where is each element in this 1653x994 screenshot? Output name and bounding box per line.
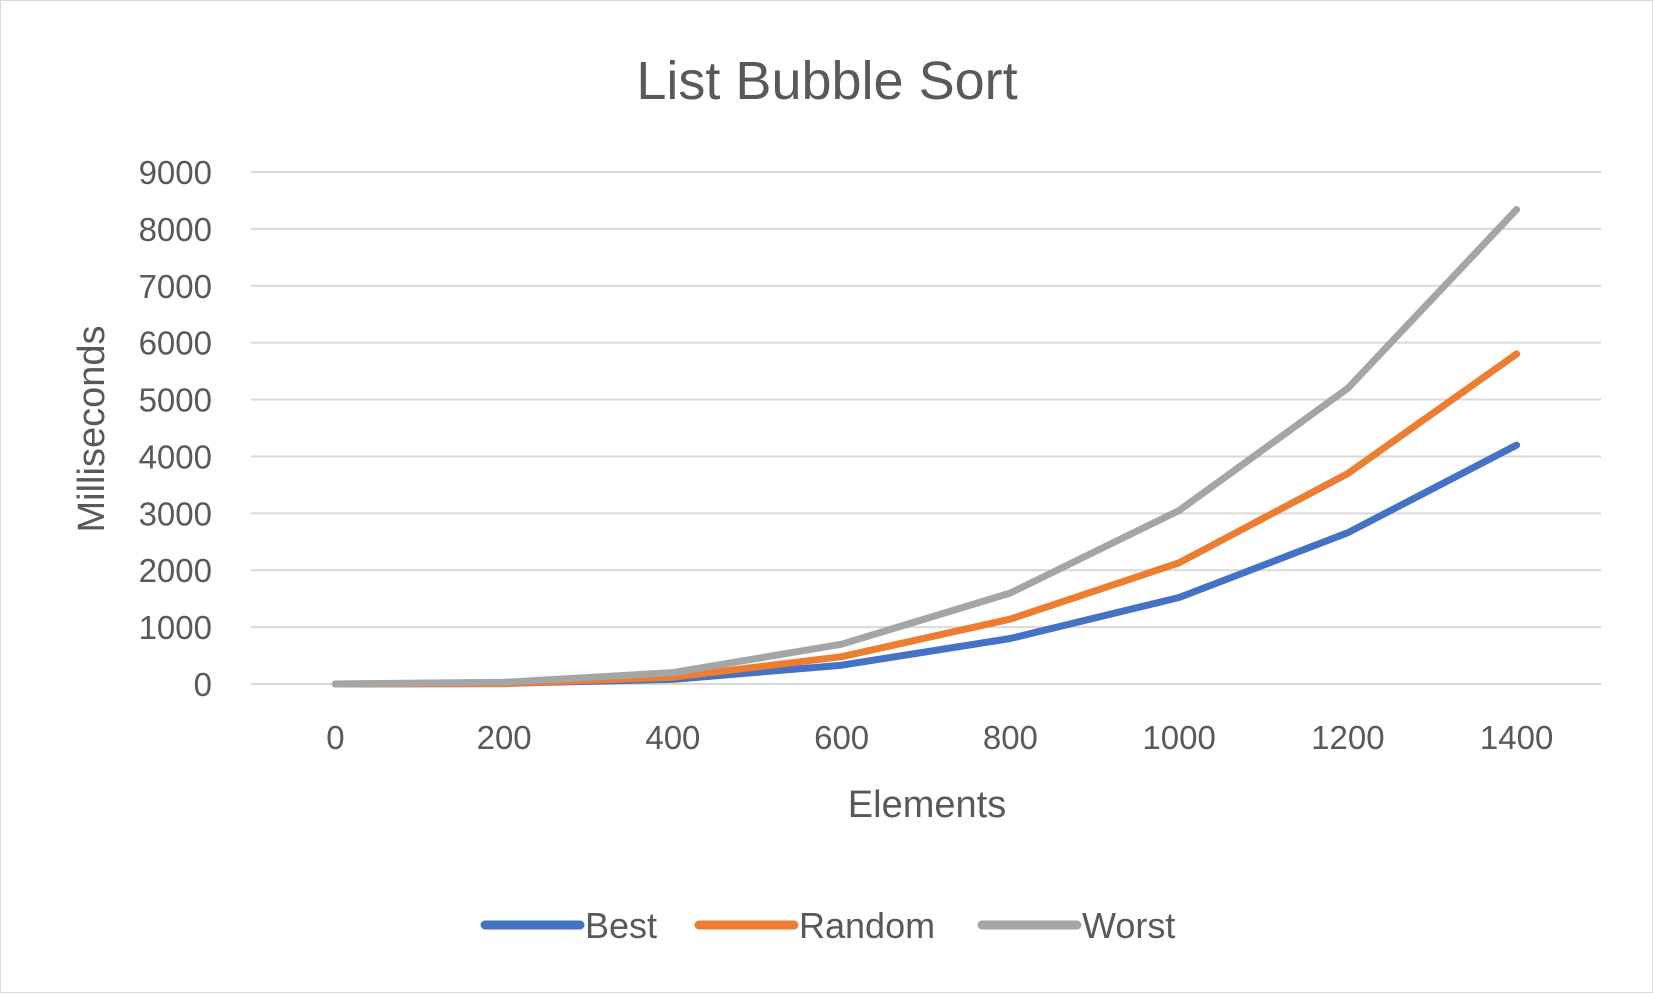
x-tick-label: 0: [326, 719, 344, 756]
series-lines: [331, 206, 1521, 688]
legend-label-best: Best: [585, 905, 657, 946]
y-tick-label: 5000: [139, 382, 212, 419]
x-tick-label: 600: [814, 719, 869, 756]
x-tick-label: 1000: [1142, 719, 1215, 756]
x-tick-labels: 0 200 400 600 800 1000 1200 1400: [326, 719, 1553, 756]
x-tick-label: 200: [477, 719, 532, 756]
y-tick-label: 9000: [139, 154, 212, 191]
x-tick-label: 800: [983, 719, 1038, 756]
y-tick-label: 1000: [139, 609, 212, 646]
y-tick-label: 2000: [139, 552, 212, 589]
y-tick-label: 6000: [139, 325, 212, 362]
x-tick-label: 400: [645, 719, 700, 756]
y-tick-label: 0: [194, 666, 212, 703]
legend-label-worst: Worst: [1082, 905, 1175, 946]
legend-label-random: Random: [799, 905, 935, 946]
x-tick-label: 1200: [1311, 719, 1384, 756]
y-tick-label: 8000: [139, 211, 212, 248]
y-tick-label: 3000: [139, 495, 212, 532]
series-line-random: [331, 350, 1521, 688]
x-tick-label: 1400: [1480, 719, 1553, 756]
x-axis-title: Elements: [848, 784, 1006, 826]
legend: Best Random Worst: [480, 905, 1175, 946]
y-tick-label: 7000: [139, 268, 212, 305]
y-axis-title: Milliseconds: [71, 326, 113, 533]
chart-title: List Bubble Sort: [636, 51, 1017, 111]
series-line-worst: [331, 206, 1521, 688]
y-tick-label: 4000: [139, 438, 212, 475]
gridlines: [251, 171, 1601, 685]
y-tick-labels: 0 1000 2000 3000 4000 5000 6000 7000 8000 9000: [139, 154, 212, 703]
